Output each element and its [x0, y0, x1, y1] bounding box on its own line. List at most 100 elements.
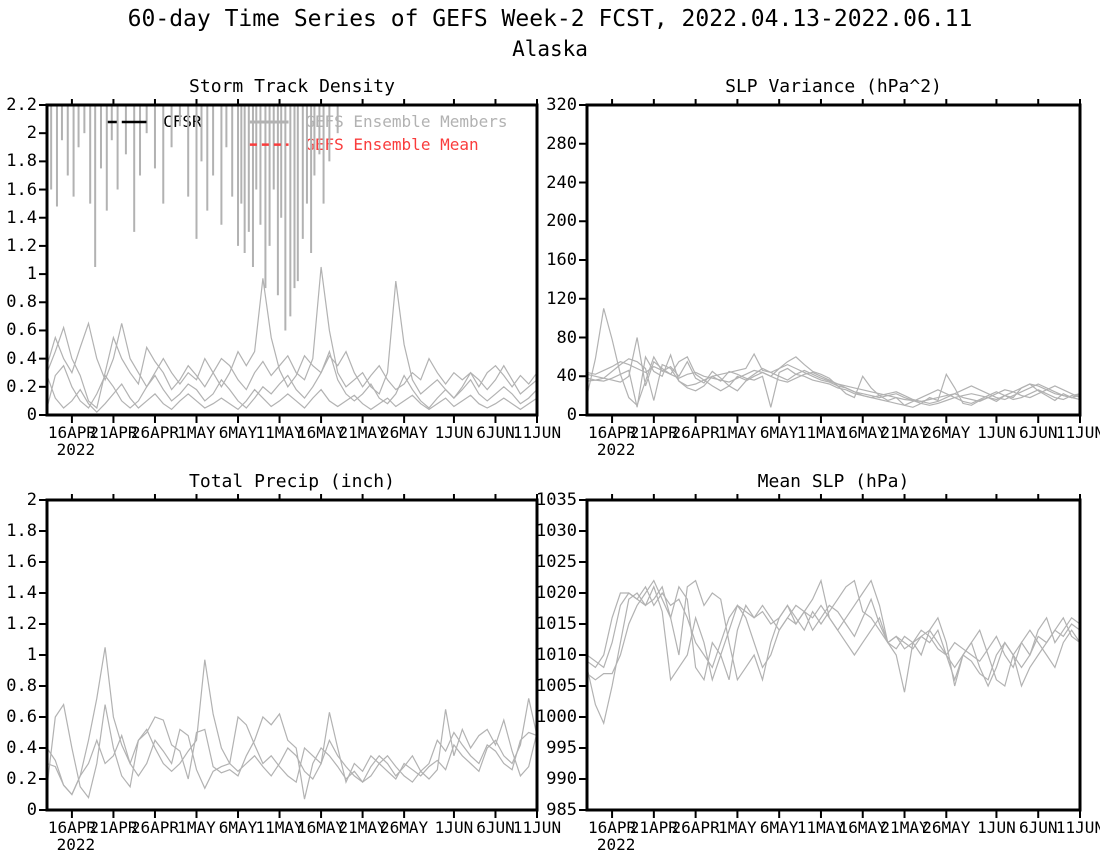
y-tick-label: 0.6: [6, 320, 37, 341]
y-tick-label: 2: [26, 123, 37, 144]
x-tick-label: 16APR: [587, 423, 637, 442]
x-tick-label: 11MAY: [796, 818, 846, 837]
x-tick-label: 21APR: [89, 423, 138, 442]
x-tick-label: 1MAY: [718, 818, 757, 837]
y-tick-label: 1.6: [6, 179, 37, 200]
y-tick-label: 160: [546, 250, 577, 270]
y-tick-label: 1025: [536, 552, 577, 572]
plot-border: [585, 498, 1082, 812]
y-tick-label: 0.8: [6, 676, 37, 696]
y-tick-label: 1.2: [6, 235, 37, 256]
x-tick-label: 26MAY: [922, 818, 971, 837]
x-tick-label: 6MAY: [759, 818, 799, 837]
x-tick-label: 26APR: [671, 423, 720, 442]
ensemble-member-line-5: [586, 361, 1081, 405]
y-tick-label: 990: [546, 769, 577, 789]
y-tick-label: 320: [546, 95, 577, 115]
plot-mean-slp: 1035 1030 1025 1020 1015 1010 1005 1000 995 990 98…: [536, 491, 1100, 850]
x-tick-label: 1MAY: [718, 423, 757, 442]
x-tick-label: 11JUN: [1055, 423, 1100, 442]
y-tick-label: 1.6: [6, 552, 37, 572]
x-tick-label: 21APR: [89, 818, 138, 837]
x-tick-label: 21APR: [629, 423, 678, 442]
y-tick-label: 1: [26, 264, 37, 285]
y-tick-label: 0: [566, 405, 577, 425]
plot-border: [45, 498, 539, 812]
x-tick-label: 11JUN: [1055, 818, 1100, 837]
legend-label-3: GEFS Ensemble Mean: [305, 134, 479, 154]
x-tick-label: 16APR: [587, 818, 637, 837]
x-tick-label: 21APR: [629, 818, 678, 837]
panel-title-mean-slp: Mean SLP (hPa): [757, 471, 910, 492]
y-tick-label: 1010: [536, 645, 577, 665]
page-subtitle: Alaska: [512, 37, 588, 61]
y-tick-label: 1000: [536, 707, 577, 727]
y-tick-label: 1035: [536, 490, 577, 510]
x-tick-label: 21MAY: [338, 818, 387, 837]
plot-storm-track-density: CFSR GEFS Ensemble Members GEFS Ensemble M…: [6, 96, 561, 458]
y-tick-label: 1030: [536, 521, 577, 541]
x-tick-label: 11MAY: [255, 818, 304, 837]
panel-storm-track-density: Storm Track Density CFSR GEFS Ensemble Me…: [6, 76, 561, 458]
x-axis-year-label: 2022: [596, 440, 636, 459]
x-tick-label: 6MAY: [218, 423, 258, 442]
y-tick-label: 40: [556, 366, 577, 387]
x-tick-label: 1JUN: [434, 423, 474, 442]
plot-border: [585, 103, 1082, 417]
x-tick-label: 6MAY: [759, 423, 799, 442]
x-tick-label: 11MAY: [255, 423, 304, 442]
panel-mean-slp: Mean SLP (hPa) 1035 1030 1025 1020 1015 1010 1…: [536, 471, 1100, 850]
x-tick-label: 6JUN: [1018, 818, 1058, 837]
ensemble-member-line-2: [46, 278, 538, 391]
y-tick-label: 200: [546, 211, 577, 232]
y-tick-label: 0.4: [6, 738, 37, 758]
x-tick-label: 26APR: [671, 818, 720, 837]
x-tick-label: 26MAY: [380, 423, 429, 442]
x-tick-label: 1JUN: [977, 818, 1016, 837]
x-tick-label: 1MAY: [177, 423, 216, 442]
y-tick-label: 1.8: [6, 151, 37, 172]
y-tick-label: 80: [556, 327, 577, 348]
y-tick-label: 0.4: [6, 348, 37, 369]
y-tick-label: 2: [26, 490, 37, 510]
x-axis-year-label: 2022: [56, 835, 96, 850]
panel-slp-variance: SLP Variance (hPa^2) 320 280 240 200 160 120 8…: [546, 76, 1100, 458]
x-tick-label: 16MAY: [838, 423, 887, 442]
ensemble-member-line-3: [586, 579, 1081, 688]
x-tick-label: 16MAY: [838, 818, 887, 837]
ensemble-member-line-4: [586, 353, 1081, 408]
x-tick-label: 11JUN: [512, 818, 562, 837]
panel-total-precip: Total Precip (inch) 2 1.8 1.6 1.4 1.2 1 0.8 0.6…: [6, 471, 561, 850]
x-tick-label: 6MAY: [218, 818, 258, 837]
panel-title-total-precip: Total Precip (inch): [189, 471, 395, 492]
ensemble-member-line-1: [586, 308, 1081, 408]
y-tick-label: 0: [26, 800, 37, 820]
y-tick-label: 0.6: [6, 707, 37, 727]
x-tick-label: 16MAY: [296, 818, 346, 837]
x-tick-label: 11MAY: [796, 423, 846, 442]
y-tick-label: 985: [546, 800, 577, 820]
ensemble-member-line-4: [586, 585, 1081, 688]
x-tick-label: 1JUN: [977, 423, 1016, 442]
ensemble-member-line-1: [46, 266, 538, 410]
x-tick-label: 6JUN: [476, 423, 515, 442]
y-tick-label: 120: [546, 288, 577, 309]
y-tick-label: 1.4: [6, 207, 37, 228]
y-tick-label: 0.2: [6, 769, 37, 789]
panel-title-storm-track-density: Storm Track Density: [189, 76, 395, 97]
x-tick-label: 16MAY: [296, 423, 346, 442]
y-tick-label: 1.2: [6, 614, 37, 634]
panel-title-slp-variance: SLP Variance (hPa^2): [725, 76, 942, 97]
legend-label-2: GEFS Ensemble Members: [305, 112, 508, 132]
y-tick-label: 1.4: [6, 583, 37, 603]
legend-label-1: CFSR: [163, 112, 202, 132]
page-title: 60-day Time Series of GEFS Week-2 FCST, …: [127, 6, 973, 32]
plot-total-precip: 2 1.8 1.6 1.4 1.2 1 0.8 0.6 0.4 0.2 0 16APR 2022 21AP…: [6, 491, 561, 850]
x-tick-label: 21MAY: [338, 423, 387, 442]
y-tick-label: 2.2: [6, 95, 37, 115]
x-tick-label: 21MAY: [880, 423, 929, 442]
y-tick-label: 1015: [536, 614, 577, 634]
y-tick-label: 280: [546, 133, 577, 154]
x-tick-label: 1MAY: [177, 818, 216, 837]
